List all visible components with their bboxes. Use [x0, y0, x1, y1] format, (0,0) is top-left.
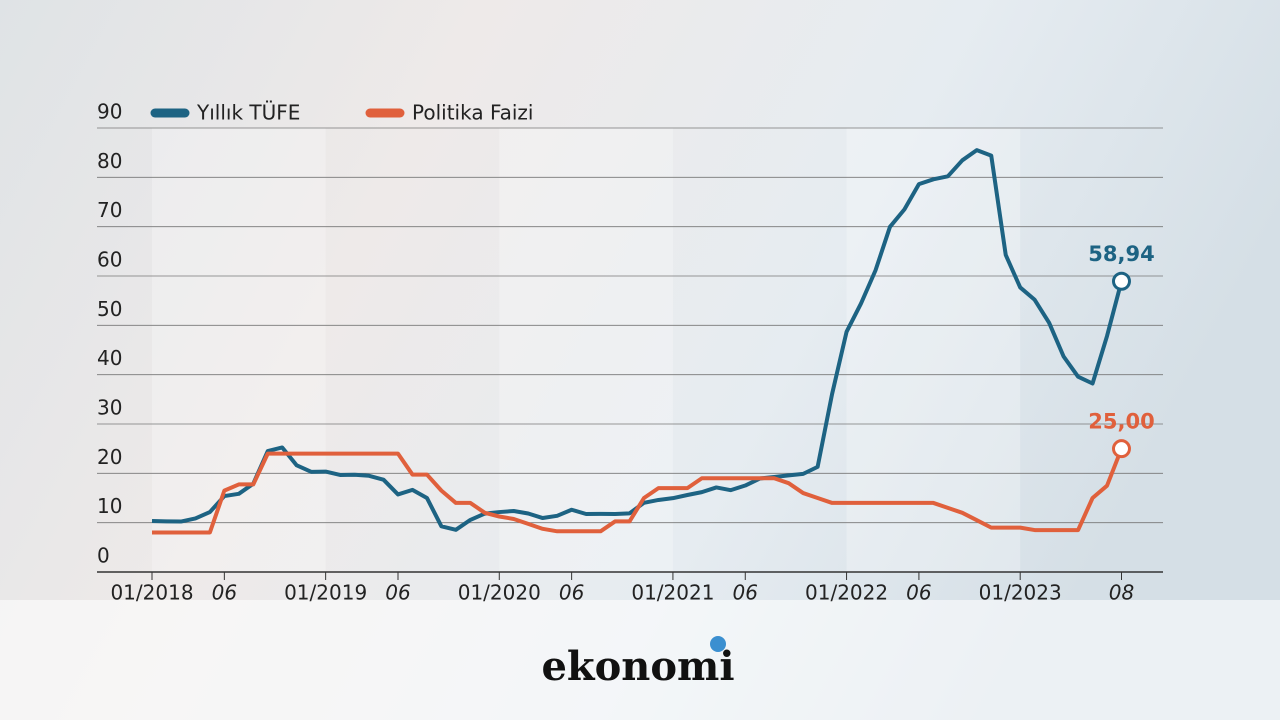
y-tick-label: 90 [97, 100, 122, 124]
x-tick-label: 01/2022 [805, 581, 888, 605]
y-tick-label: 10 [97, 494, 122, 518]
year-band [152, 128, 326, 572]
x-tick-label: 08 [1109, 581, 1134, 605]
x-tick-label: 01/2018 [110, 581, 193, 605]
legend-label: Politika Faizi [412, 101, 533, 125]
end-label: 25,00 [1088, 410, 1154, 434]
y-tick-label: 80 [97, 149, 122, 173]
y-tick-label: 0 [97, 544, 110, 568]
x-tick-label: 06 [906, 581, 931, 605]
y-tick-label: 50 [97, 297, 122, 321]
x-tick-label: 01/2019 [284, 581, 367, 605]
logo: ekonomi [541, 643, 734, 690]
year-band [499, 128, 673, 572]
line [152, 447, 1124, 535]
y-tick-label: 30 [97, 396, 122, 420]
end-label: 58,94 [1088, 242, 1154, 266]
x-tick-label: 01/2020 [458, 581, 541, 605]
end-marker [1111, 439, 1131, 459]
logo-icon [710, 636, 726, 652]
footer-band [0, 600, 1280, 720]
year-band [846, 128, 1021, 572]
legend-label: Yıllık TÜFE [196, 101, 300, 125]
end-marker [1111, 271, 1131, 291]
x-tick-label: 06 [212, 581, 237, 605]
y-tick-label: 40 [97, 346, 122, 370]
x-tick-label: 01/2021 [631, 581, 714, 605]
y-tick-label: 70 [97, 198, 122, 222]
x-tick-label: 06 [733, 581, 758, 605]
y-tick-label: 20 [97, 445, 122, 469]
x-tick-label: 06 [385, 581, 410, 605]
x-tick-label: 06 [559, 581, 584, 605]
y-tick-label: 60 [97, 248, 122, 272]
x-tick-label: 01/2023 [979, 581, 1062, 605]
